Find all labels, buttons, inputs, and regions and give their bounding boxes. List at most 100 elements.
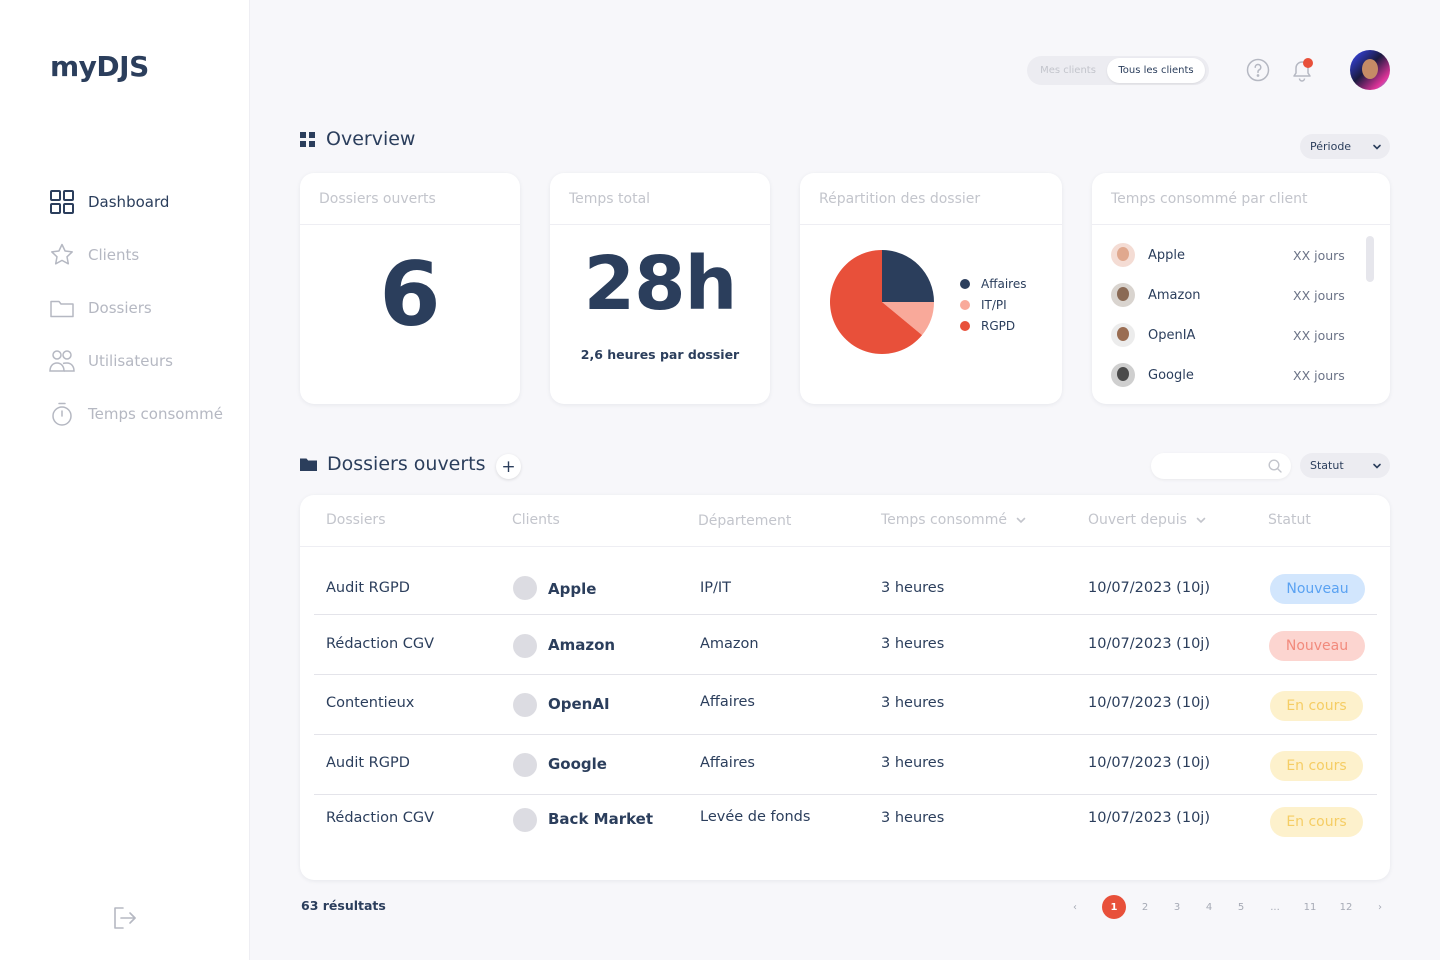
cell-dossier: Audit RGPD [326,580,410,596]
sidebar-item-clients[interactable]: Clients [48,228,238,281]
grid-icon [48,188,76,216]
sidebar-item-dashboard[interactable]: Dashboard [48,175,238,228]
search-box [1151,453,1291,479]
client-time-row[interactable]: Apple XX jours [1111,235,1351,275]
app-logo[interactable]: myDJS [50,50,149,83]
overview-header: Overview [300,128,415,150]
pagination-page-2[interactable]: 2 [1141,901,1149,913]
chevron-down-icon [1373,463,1381,469]
cell-departement: Amazon [700,636,759,652]
legend-label: RGPD [981,318,1016,333]
pagination-next[interactable]: › [1378,901,1382,913]
client-list-scrollbar[interactable] [1366,236,1374,282]
client-avatar [1111,243,1135,267]
cell-temps: 3 heures [881,636,945,652]
client-avatar [1111,323,1135,347]
help-icon[interactable] [1246,58,1270,82]
cell-departement: Affaires [700,694,755,710]
cell-ouvert: 10/07/2023 (10j) [1088,695,1210,711]
search-icon[interactable] [1268,459,1282,473]
add-dossier-button[interactable]: + [496,454,521,479]
table-row[interactable]: Rédaction CGV Back Market Levée de fonds… [314,795,1377,855]
logout-icon[interactable] [110,904,138,932]
column-header-statut: Statut [1268,512,1311,528]
periode-label: Période [1310,140,1352,153]
pie-slice-affaires[interactable] [882,250,934,302]
status-badge[interactable]: Nouveau [1269,631,1365,661]
legend-item: IT/PI [960,294,1026,315]
sidebar-item-label: Utilisateurs [88,351,173,370]
table-row[interactable]: Audit RGPD Google Affaires 3 heures 10/0… [314,735,1377,795]
cell-dossier: Contentieux [326,695,415,711]
toggle-tous-les-clients[interactable]: Tous les clients [1107,58,1205,83]
column-header-clients: Clients [512,512,560,528]
cell-client: Amazon [548,636,616,654]
card-repartition: Répartition des dossier Affaires IT/PI RGP… [800,173,1062,404]
chevron-down-icon [1373,144,1381,150]
client-time-row[interactable]: OpenIA XX jours [1111,315,1351,355]
status-badge[interactable]: En cours [1270,751,1363,781]
sidebar-item-temps-consomme[interactable]: Temps consommé [48,387,238,440]
client-avatar [513,576,537,600]
pie-legend: Affaires IT/PI RGPD [960,273,1026,336]
statut-dropdown[interactable]: Statut [1300,453,1390,478]
statut-label: Statut [1310,459,1344,472]
stopwatch-icon [48,400,76,428]
pagination-page-3[interactable]: 3 [1173,901,1181,913]
card-temps-par-client: Temps consommé par client Apple XX jours… [1092,173,1390,404]
pie-slice-rgpd[interactable] [830,250,923,354]
client-avatar [513,808,537,832]
pagination-ellipsis: ... [1270,901,1280,913]
folder-filled-icon [300,457,317,472]
card-temps-total: Temps total 28h 2,6 heures par dossier [550,173,770,404]
client-name: Apple [1148,247,1186,263]
cell-ouvert: 10/07/2023 (10j) [1088,755,1210,771]
sidebar-item-utilisateurs[interactable]: Utilisateurs [48,334,238,387]
card-dossiers-ouverts: Dossiers ouverts 6 [300,173,520,404]
client-time-row[interactable]: Google XX jours [1111,355,1351,395]
status-badge[interactable]: En cours [1270,807,1363,837]
cell-dossier: Rédaction CGV [326,636,435,652]
status-badge[interactable]: En cours [1270,691,1363,721]
users-icon [48,347,76,375]
sidebar-item-dossiers[interactable]: Dossiers [48,281,238,334]
cell-temps: 3 heures [881,580,945,596]
dossiers-header: Dossiers ouverts [300,453,486,475]
bell-icon[interactable] [1288,56,1316,84]
pagination-page-11[interactable]: 11 [1303,901,1317,913]
table-row[interactable]: Contentieux OpenAI Affaires 3 heures 10/… [314,675,1377,735]
pie-slice-it-pi[interactable] [882,302,934,336]
client-name: Google [1148,367,1194,383]
periode-dropdown[interactable]: Période [1300,134,1390,159]
status-badge[interactable]: Nouveau [1270,574,1365,604]
user-avatar[interactable] [1350,50,1390,90]
pagination-page-4[interactable]: 4 [1205,901,1213,913]
chevron-down-icon[interactable] [1015,514,1027,526]
table-row[interactable]: Rédaction CGV Amazon Amazon 3 heures 10/… [314,615,1377,675]
legend-swatch [960,278,970,289]
search-input[interactable] [1151,453,1261,479]
client-time-row[interactable]: Amazon XX jours [1111,275,1351,315]
column-header-ouvert-depuis[interactable]: Ouvert depuis [1088,512,1207,528]
legend-label: Affaires [981,276,1027,291]
legend-swatch [960,320,970,331]
client-time: XX jours [1293,367,1345,383]
client-avatar [513,753,537,777]
card-title: Répartition des dossier [800,173,1062,225]
pagination-page-1[interactable]: 1 [1102,895,1126,919]
client-name: OpenIA [1148,327,1196,343]
chevron-down-icon[interactable] [1195,514,1207,526]
pagination-page-5[interactable]: 5 [1237,901,1245,913]
pagination-page-12[interactable]: 12 [1339,901,1353,913]
temps-par-dossier: 2,6 heures par dossier [580,347,740,362]
pagination-prev[interactable]: ‹ [1073,901,1077,913]
cell-ouvert: 10/07/2023 (10j) [1088,810,1210,826]
column-header-temps-consomme[interactable]: Temps consommé [881,512,1027,528]
legend-label: IT/PI [981,297,1007,312]
table-header: Dossiers Clients Département Temps conso… [300,495,1390,547]
toggle-mes-clients[interactable]: Mes clients [1040,65,1096,76]
column-header-dossiers: Dossiers [326,512,386,528]
table-row[interactable]: Audit RGPD Apple IP/IT 3 heures 10/07/20… [314,547,1377,615]
sidebar-item-label: Dossiers [88,298,152,317]
client-avatar [1111,283,1135,307]
